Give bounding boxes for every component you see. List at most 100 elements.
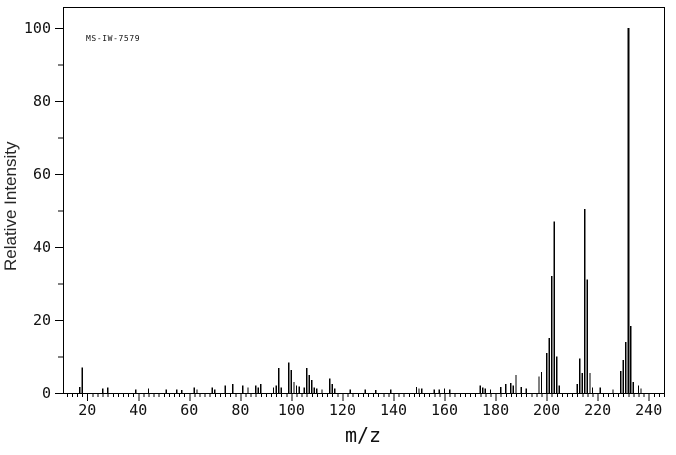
spectrum-peak [438,389,441,393]
spectrum-peak [489,389,492,393]
spectrum-peak [484,388,487,393]
spectrum-peak [586,279,589,393]
spectrum-peak [520,387,522,393]
spectrum-peak [175,389,178,393]
spectrum-peak [622,360,624,393]
spectrum-peak [505,383,507,393]
spectrum-peak [247,387,249,393]
spectrum-peak [101,388,104,393]
svg-text:80: 80 [33,92,51,110]
spectrum-peak [306,368,308,393]
spectrum-peak [627,27,630,393]
spectrum-peak [180,390,183,393]
spectrum-peak [232,383,234,393]
spectrum-peak [321,389,323,393]
spectrum-peak [224,385,226,393]
spectrum-peak [316,388,318,393]
spectrum-peak [280,387,282,393]
spectrum-peak [632,382,635,393]
svg-text:80: 80 [231,401,249,419]
spectrum-peak [625,341,627,393]
spectrum-peak [242,385,244,393]
x-axis-title: m/z [344,423,382,447]
spectrum-peak [288,362,290,393]
spectrum-peak [551,276,553,393]
spectrum-peak [78,387,81,393]
svg-text:20: 20 [78,401,96,419]
spectrum-peak [298,386,300,393]
svg-text:20: 20 [33,311,51,329]
svg-text:120: 120 [329,401,356,419]
spectrum-peak [211,387,213,393]
svg-text:140: 140 [380,401,407,419]
spectrum-peak [581,372,584,393]
spectrum-peak [106,387,109,393]
svg-text:40: 40 [129,401,147,419]
spectrum-peak [510,383,512,393]
spectrum-peak [135,389,137,393]
spectrum-peak [295,385,298,393]
spectrum-peak [558,385,561,393]
spectrum-peak [390,389,392,393]
svg-text:160: 160 [431,401,458,419]
spectrum-peak [576,383,578,393]
spectrum-id-label: MS-IW-7579 [86,34,141,43]
spectrum-peak [303,387,305,393]
spectrum-peak [165,389,168,393]
spectrum-peak [272,387,275,393]
spectrum-peak [277,368,280,393]
spectrum-peak [147,388,150,393]
spectrum-peak [589,372,591,393]
spectrum-peak [630,325,632,393]
spectrum-peak [275,385,277,393]
svg-text:100: 100 [278,401,305,419]
svg-text:100: 100 [24,19,51,37]
svg-text:220: 220 [584,401,611,419]
spectrum-peak [599,387,601,393]
spectrum-peak [418,388,420,393]
svg-text:0: 0 [42,384,51,402]
spectrum-peak [214,389,216,393]
spectrum-peak [364,389,367,393]
spectrum-peak [515,375,517,393]
spectrum-peak [612,389,614,393]
spectrum-peak [640,388,642,393]
spectrum-peak [525,388,527,393]
svg-text:40: 40 [33,238,51,256]
spectrum-peak [328,378,331,393]
spectrum-peak [331,383,333,393]
spectrum-peak [313,387,316,393]
svg-text:60: 60 [33,165,51,183]
spectrum-peak [540,371,543,393]
spectrum-peak [257,387,259,393]
spectrum-peak [308,375,310,393]
spectrum-peak [433,389,436,393]
svg-text:60: 60 [180,401,198,419]
svg-text:240: 240 [635,401,662,419]
spectrum-peak [349,389,351,393]
spectrum-peak [443,388,446,393]
spectrum-peak [479,385,481,393]
spectrum-peak [512,385,515,393]
spectrum-peak [545,352,548,393]
spectrum-peak [584,209,586,393]
spectrum-peak [415,386,418,393]
spectrum-peak [293,382,295,393]
spectrum-peak [420,388,423,393]
spectrum-peak [579,358,581,393]
spectrum-peak [311,380,313,393]
spectrum-peak [196,389,198,393]
spectrum-peak [637,385,640,393]
spectrum-peak [553,221,555,393]
spectrum-peak [548,338,550,393]
spectrum-peak [193,387,196,393]
spectrum-peak [538,376,540,393]
spectrum-peak [290,370,293,393]
spectrum-peak [81,367,83,393]
spectrum-peak [619,371,622,393]
spectrum-peak [448,389,451,393]
spectrum-peak [482,387,484,393]
spectrum-peak [254,385,257,393]
